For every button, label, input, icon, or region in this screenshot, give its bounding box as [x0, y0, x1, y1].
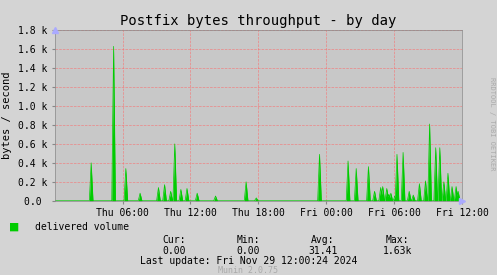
Text: Munin 2.0.75: Munin 2.0.75: [219, 266, 278, 275]
Text: RRDTOOL / TOBI OETIKER: RRDTOOL / TOBI OETIKER: [489, 77, 495, 170]
Text: Min:: Min:: [237, 235, 260, 245]
Text: ■: ■: [10, 220, 18, 234]
Text: 1.63k: 1.63k: [383, 246, 413, 256]
Text: Cur:: Cur:: [162, 235, 186, 245]
Text: Avg:: Avg:: [311, 235, 335, 245]
Text: Max:: Max:: [386, 235, 410, 245]
Y-axis label: bytes / second: bytes / second: [2, 72, 12, 159]
Text: 31.41: 31.41: [308, 246, 338, 256]
Text: 0.00: 0.00: [162, 246, 186, 256]
Title: Postfix bytes throughput - by day: Postfix bytes throughput - by day: [120, 14, 397, 28]
Text: Last update: Fri Nov 29 12:00:24 2024: Last update: Fri Nov 29 12:00:24 2024: [140, 256, 357, 266]
Text: delivered volume: delivered volume: [35, 222, 129, 232]
Text: 0.00: 0.00: [237, 246, 260, 256]
